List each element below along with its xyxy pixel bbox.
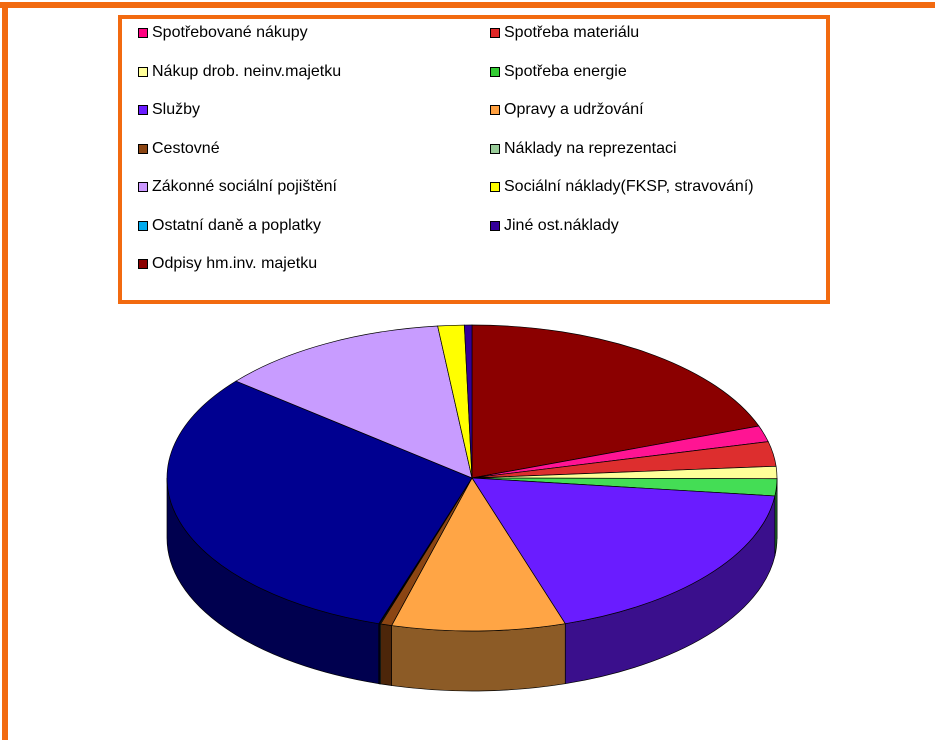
legend-item: Spotřebované nákupy [138, 24, 308, 42]
legend-label: Náklady na reprezentaci [504, 139, 677, 157]
legend-label: Jiné ost.náklady [504, 216, 619, 234]
legend-item: Odpisy hm.inv. majetku [138, 255, 317, 273]
legend-label: Spotřeba materiálu [504, 24, 640, 41]
pie-slice-side [391, 623, 566, 692]
legend-label: Ostatní daně a poplatky [152, 216, 321, 234]
legend-item: Zákonné sociální pojištění [138, 178, 337, 196]
legend-swatch [138, 143, 148, 154]
legend-label: Spotřeba energie [504, 62, 627, 80]
legend-item: Sociální náklady(FKSP, stravování) [490, 178, 754, 196]
legend-swatch [490, 182, 500, 192]
legend-item: Spotřeba energie [490, 63, 627, 81]
legend-swatch [490, 105, 500, 115]
legend-swatch [490, 28, 500, 38]
pie-slice [166, 380, 473, 625]
legend-label: Opravy a udržování [504, 101, 644, 118]
legend-label: Sociální náklady(FKSP, stravování) [504, 178, 754, 195]
pie-slice [391, 477, 566, 632]
legend-swatch [490, 220, 500, 231]
pie-slice-side [380, 623, 392, 686]
legend-item: Náklady na reprezentaci [490, 140, 677, 158]
legend-item: Ostatní daně a poplatky [138, 217, 321, 235]
pie-slice [471, 477, 776, 625]
legend-label: Služby [152, 101, 201, 118]
pie-slice [463, 324, 473, 479]
legend-swatch [138, 220, 148, 231]
legend-item: Služby [138, 101, 200, 119]
legend-swatch [490, 66, 500, 77]
legend-item: Jiné ost.náklady [490, 217, 619, 235]
legend-swatch [138, 66, 148, 77]
legend-swatch [138, 259, 148, 269]
legend: Spotřebované nákupy Spotřeba materiálu Nák… [118, 15, 830, 304]
legend-swatch [138, 182, 148, 192]
legend-item: Cestovné [138, 140, 220, 158]
legend-label: Odpisy hm.inv. majetku [152, 255, 318, 272]
legend-label: Zákonné sociální pojištění [152, 178, 337, 195]
pie-slice [235, 325, 473, 479]
legend-label: Cestovné [152, 139, 220, 157]
legend-swatch [138, 28, 148, 38]
legend-item: Spotřeba materiálu [490, 24, 639, 42]
legend-swatch [490, 143, 500, 154]
legend-item: Opravy a udržování [490, 101, 644, 119]
legend-label: Nákup drob. neinv.majetku [152, 62, 342, 80]
legend-label: Spotřebované nákupy [152, 24, 308, 41]
legend-item: Nákup drob. neinv.majetku [138, 63, 341, 81]
pie-slice [471, 324, 760, 479]
legend-swatch [138, 105, 148, 115]
